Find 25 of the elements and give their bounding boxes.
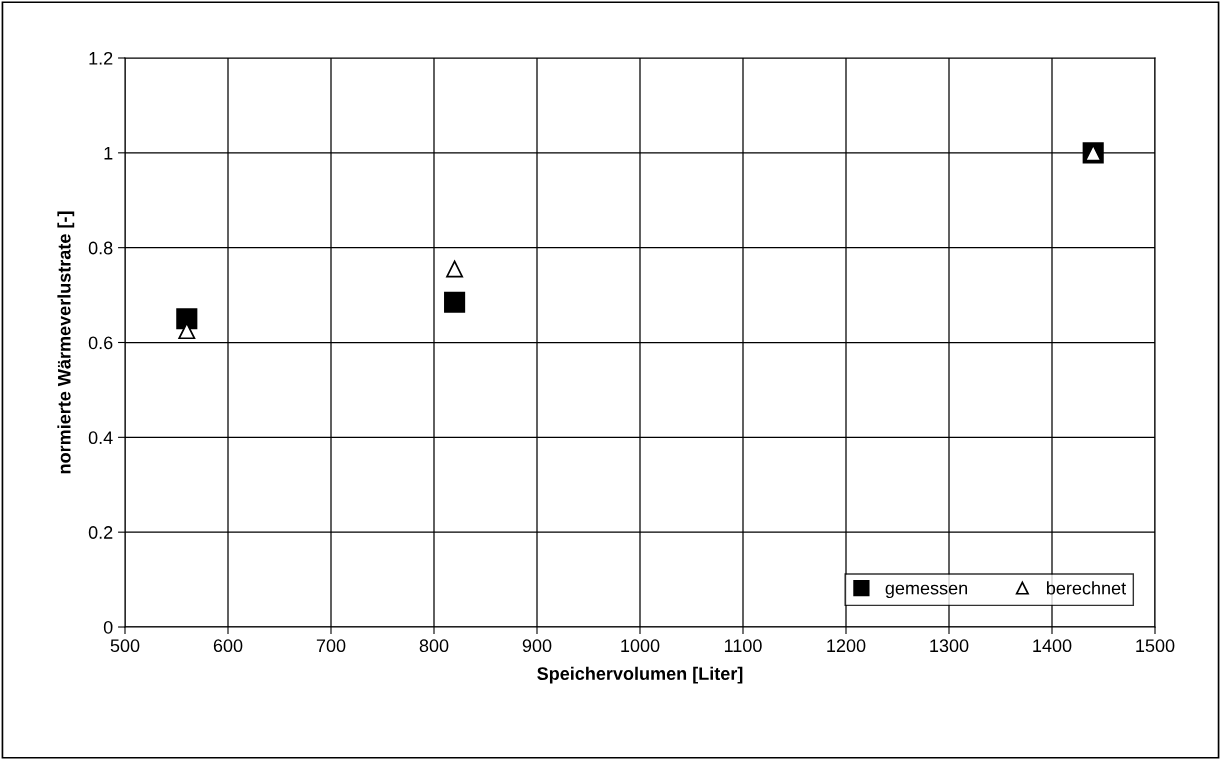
x-tick-label: 1500: [1136, 639, 1175, 653]
legend-label: berechnet: [1046, 581, 1126, 595]
y-tick-label: 0.4: [88, 431, 113, 445]
x-tick-label: 1300: [930, 639, 969, 653]
x-tick-label: 1000: [621, 639, 660, 653]
point: [446, 260, 464, 278]
y-tick-label: 0: [103, 620, 113, 634]
y-tick-label: 1: [104, 146, 113, 160]
y-tick-label: 0.8: [88, 241, 113, 255]
x-tick-label: 900: [522, 639, 552, 653]
point: [444, 291, 466, 313]
x-tick-label: 1100: [724, 639, 762, 653]
y-tick-label: 1.2: [89, 51, 113, 65]
x-tick-label: 600: [213, 639, 243, 653]
x-tick-label: 1200: [827, 639, 866, 653]
x-tick-label: 500: [110, 639, 140, 653]
x-axis-title: Speichervolumen [Liter]: [537, 666, 743, 684]
y-tick-label: 0.2: [88, 526, 113, 539]
x-tick-label: 1400: [1033, 639, 1072, 653]
legend-label: gemessen: [885, 584, 968, 599]
y-axis-title: normierte Wärmeverlustrate [-]: [57, 211, 75, 474]
x-tick-label: 800: [419, 639, 449, 653]
x-tick-label: 700: [316, 639, 346, 653]
y-tick-label: 0.6: [88, 336, 113, 350]
point: [176, 308, 198, 330]
